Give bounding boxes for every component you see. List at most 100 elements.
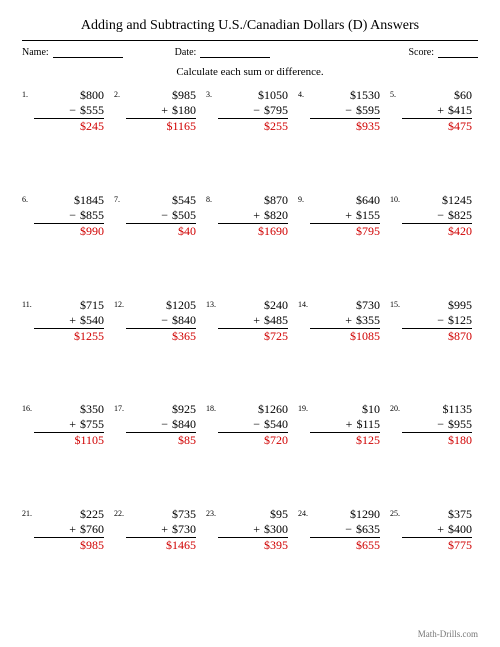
problem-cell: 9.$640+$155$795 bbox=[298, 193, 386, 284]
operand-top: $735 bbox=[126, 507, 196, 522]
date-field: Date: bbox=[175, 47, 271, 58]
operand-bottom: $300 bbox=[264, 522, 288, 537]
problem-number: 1. bbox=[22, 88, 34, 100]
operand-bottom: $760 bbox=[80, 522, 104, 537]
problem-number: 2. bbox=[114, 88, 126, 100]
problem-number: 21. bbox=[22, 507, 34, 519]
answer-value: $935 bbox=[310, 119, 380, 134]
answer-value: $125 bbox=[310, 433, 380, 448]
problem-number: 3. bbox=[206, 88, 218, 100]
problem-cell: 17.$925−$840$85 bbox=[114, 402, 202, 493]
footer-text: Math-Drills.com bbox=[418, 629, 478, 639]
answer-value: $720 bbox=[218, 433, 288, 448]
operation-row: +$820 bbox=[218, 208, 288, 224]
operation-row: −$595 bbox=[310, 103, 380, 119]
worksheet-page: Adding and Subtracting U.S./Canadian Dol… bbox=[0, 0, 500, 647]
problem-body: $985+$180$1165 bbox=[126, 88, 202, 134]
operand-top: $225 bbox=[34, 507, 104, 522]
operator: + bbox=[253, 522, 260, 537]
operand-bottom: $825 bbox=[448, 208, 472, 223]
problem-body: $95+ $300$395 bbox=[218, 507, 294, 553]
problem-number: 5. bbox=[390, 88, 402, 100]
problem-body: $735+$730$1465 bbox=[126, 507, 202, 553]
operand-bottom: $635 bbox=[356, 522, 380, 537]
operand-top: $375 bbox=[402, 507, 472, 522]
operation-row: −$125 bbox=[402, 313, 472, 329]
operation-row: +$760 bbox=[34, 522, 104, 538]
problem-body: $545−$505$40 bbox=[126, 193, 202, 239]
problem-cell: 13.$240+$485$725 bbox=[206, 298, 294, 389]
operand-top: $1845 bbox=[34, 193, 104, 208]
problem-cell: 19.$10+$115$125 bbox=[298, 402, 386, 493]
problem-body: $240+$485$725 bbox=[218, 298, 294, 344]
operand-top: $985 bbox=[126, 88, 196, 103]
operand-top: $1530 bbox=[310, 88, 380, 103]
operand-top: $350 bbox=[34, 402, 104, 417]
problem-body: $375+$400$775 bbox=[402, 507, 478, 553]
operator: + bbox=[69, 417, 76, 432]
operand-bottom: $540 bbox=[264, 417, 288, 432]
problem-cell: 25.$375+$400$775 bbox=[390, 507, 478, 598]
answer-value: $1255 bbox=[34, 329, 104, 344]
problem-body: $10+$115$125 bbox=[310, 402, 386, 448]
problem-body: $1845−$855$990 bbox=[34, 193, 110, 239]
problem-number: 9. bbox=[298, 193, 310, 205]
operand-bottom: $555 bbox=[80, 103, 104, 118]
operand-top: $800 bbox=[34, 88, 104, 103]
operand-top: $60 bbox=[402, 88, 472, 103]
answer-value: $40 bbox=[126, 224, 196, 239]
problem-number: 7. bbox=[114, 193, 126, 205]
operand-bottom: $485 bbox=[264, 313, 288, 328]
operator: − bbox=[161, 417, 168, 432]
problem-body: $640+$155$795 bbox=[310, 193, 386, 239]
operator: − bbox=[69, 208, 76, 223]
problem-cell: 22.$735+$730$1465 bbox=[114, 507, 202, 598]
operator: + bbox=[345, 313, 352, 328]
answer-value: $180 bbox=[402, 433, 472, 448]
operand-top: $730 bbox=[310, 298, 380, 313]
problem-cell: 3.$1050−$795$255 bbox=[206, 88, 294, 179]
answer-value: $420 bbox=[402, 224, 472, 239]
problem-body: $225+$760$985 bbox=[34, 507, 110, 553]
operand-top: $1245 bbox=[402, 193, 472, 208]
operand-bottom: $820 bbox=[264, 208, 288, 223]
operand-top: $95 bbox=[218, 507, 288, 522]
score-blank bbox=[438, 57, 478, 58]
answer-value: $245 bbox=[34, 119, 104, 134]
operation-row: +$115 bbox=[310, 417, 380, 433]
operation-row: +$155 bbox=[310, 208, 380, 224]
answer-value: $395 bbox=[218, 538, 288, 553]
problem-number: 17. bbox=[114, 402, 126, 414]
problem-number: 23. bbox=[206, 507, 218, 519]
problem-cell: 12.$1205−$840$365 bbox=[114, 298, 202, 389]
name-label: Name: bbox=[22, 47, 49, 58]
operand-bottom: $840 bbox=[172, 417, 196, 432]
operation-row: + $300 bbox=[218, 522, 288, 538]
name-field: Name: bbox=[22, 47, 123, 58]
problem-body: $1245−$825$420 bbox=[402, 193, 478, 239]
problem-cell: 11.$715+$540$1255 bbox=[22, 298, 110, 389]
operation-row: −$825 bbox=[402, 208, 472, 224]
answer-value: $1165 bbox=[126, 119, 196, 134]
operand-top: $715 bbox=[34, 298, 104, 313]
page-title: Adding and Subtracting U.S./Canadian Dol… bbox=[22, 18, 478, 41]
answer-value: $365 bbox=[126, 329, 196, 344]
problem-number: 20. bbox=[390, 402, 402, 414]
operator: + bbox=[346, 417, 353, 432]
operation-row: −$540 bbox=[218, 417, 288, 433]
problem-number: 24. bbox=[298, 507, 310, 519]
problem-body: $1260−$540$720 bbox=[218, 402, 294, 448]
answer-value: $1105 bbox=[34, 433, 104, 448]
problem-body: $350+$755$1105 bbox=[34, 402, 110, 448]
operation-row: +$400 bbox=[402, 522, 472, 538]
answer-value: $655 bbox=[310, 538, 380, 553]
answer-value: $255 bbox=[218, 119, 288, 134]
problem-number: 22. bbox=[114, 507, 126, 519]
problem-body: $730+$355$1085 bbox=[310, 298, 386, 344]
problem-number: 16. bbox=[22, 402, 34, 414]
operation-row: −$840 bbox=[126, 313, 196, 329]
operand-bottom: $855 bbox=[80, 208, 104, 223]
operator: − bbox=[253, 417, 260, 432]
problem-body: $715+$540$1255 bbox=[34, 298, 110, 344]
answer-value: $775 bbox=[402, 538, 472, 553]
